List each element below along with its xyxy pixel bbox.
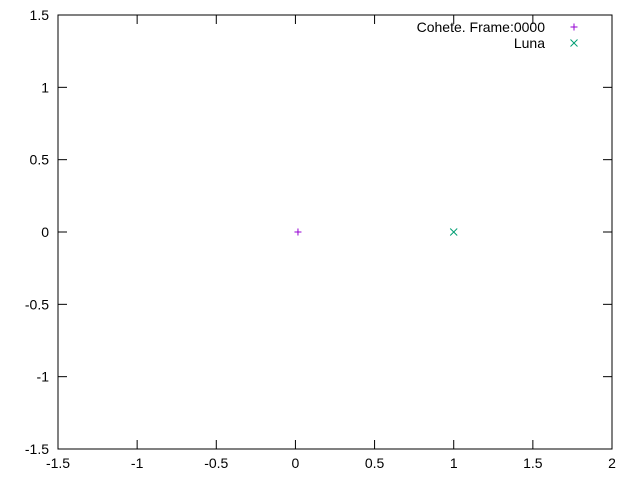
luna-point [449,228,458,236]
cohete-point [294,228,302,236]
x-axis-ticks: -1.5 -1 -0.5 0 0.5 1 1.5 2 [46,15,616,471]
legend-marker [570,23,578,31]
y-tick-label: 0 [41,224,49,240]
x-tick-label: 2 [608,455,616,471]
x-tick-label: 0.5 [365,455,385,471]
x-tick-label: 0 [292,455,300,471]
y-tick-label: 1.5 [30,7,50,23]
x-tick-label: 1 [450,455,458,471]
legend-marker [570,39,578,47]
legend-label: Luna [514,35,545,51]
x-tick-label: -1 [131,455,144,471]
y-tick-label: 0.5 [30,152,50,168]
plot-frame [57,14,613,450]
y-tick-label: -1 [37,369,50,385]
legend-label: Cohete. Frame:0000 [417,19,546,35]
x-tick-label: -1.5 [46,455,70,471]
y-tick-label: 1 [41,79,49,95]
y-tick-label: -1.5 [25,441,49,457]
x-tick-label: -0.5 [204,455,228,471]
x-tick-label: 1.5 [523,455,543,471]
y-tick-label: -0.5 [25,296,49,312]
data-points [294,228,458,236]
y-axis-ticks: -1.5 -1 -0.5 0 0.5 1 1.5 [25,7,612,457]
